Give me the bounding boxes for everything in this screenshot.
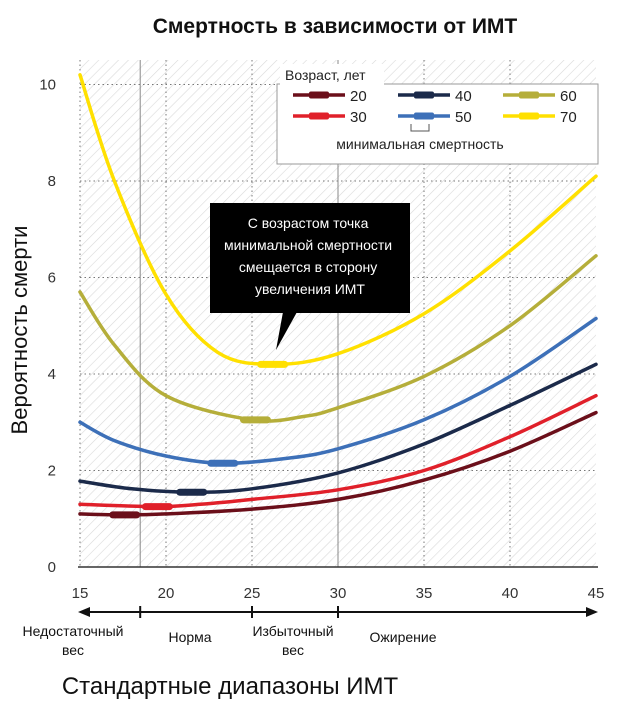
bmi-range-label-word: Ожирение: [370, 629, 437, 645]
legend-marker-age-30: [309, 112, 329, 120]
x-tick-label: 15: [72, 585, 89, 602]
legend-label-age-40: 40: [455, 88, 472, 105]
bmi-range-arrow-left: [78, 607, 90, 617]
legend: Возраст, лет 20 30 40 50 60 70 минимальная см…: [276, 64, 599, 165]
y-tick-label: 8: [48, 173, 56, 190]
annotation-line: смещается в сторону: [239, 259, 377, 275]
bmi-range-label-word: вес: [282, 642, 304, 658]
annotation-box: [210, 203, 410, 313]
x-tick-label: 25: [244, 585, 261, 602]
chart-title: Смертность в зависимости от ИМТ: [153, 15, 518, 38]
bmi-range-label-word: Норма: [168, 629, 211, 645]
legend-note-bracket: [410, 124, 430, 132]
series-line-age-40: [78, 362, 598, 494]
series-line-age-60: [78, 254, 598, 423]
legend-label-age-50: 50: [455, 109, 472, 126]
annotation-text: С возрастом точка минимальной смертности…: [224, 215, 396, 297]
bmi-range-label: Недостаточный вес: [23, 623, 124, 658]
annotation: С возрастом точка минимальной смертности…: [210, 203, 410, 350]
legend-label-age-60: 60: [560, 88, 577, 105]
series-lines: [78, 73, 598, 519]
legend-label-age-30: 30: [350, 109, 367, 126]
legend-title-bg: [280, 64, 384, 86]
annotation-line: увеличения ИМТ: [255, 281, 365, 297]
legend-items: 20 30 40 50 60 70: [293, 88, 577, 126]
bmi-range-label: Норма: [168, 629, 211, 645]
bmi-range-label-word: вес: [62, 642, 84, 658]
legend-label-age-70: 70: [560, 109, 577, 126]
legend-marker-age-20: [309, 91, 329, 99]
x-tick-label: 20: [158, 585, 175, 602]
y-tick-label: 2: [48, 462, 56, 479]
legend-box: [276, 83, 599, 165]
legend-marker-age-40: [414, 91, 434, 99]
y-axis-label: Вероятность смерти: [7, 226, 32, 435]
bmi-range-label-word: Недостаточный: [23, 623, 124, 639]
y-tick-labels: 0 2 4 6 8 10: [39, 76, 56, 576]
legend-marker-age-50: [414, 112, 434, 120]
bmi-range-label-word: Избыточный: [252, 623, 333, 639]
y-tick-label: 10: [39, 76, 56, 93]
x-tick-label: 30: [330, 585, 347, 602]
y-tick-label: 0: [48, 559, 56, 576]
x-tick-label: 40: [502, 585, 519, 602]
legend-marker-age-70: [519, 112, 539, 120]
bmi-range-arrow-right: [586, 607, 598, 617]
legend-note: минимальная смертность: [336, 136, 503, 152]
x-tick-label: 35: [416, 585, 433, 602]
y-tick-label: 6: [48, 269, 56, 286]
bmi-range-label: Избыточный вес: [252, 623, 333, 658]
x-tick-labels: 15 20 25 30 35 40 45: [72, 585, 605, 602]
legend-label-age-20: 20: [350, 88, 367, 105]
series-line-age-50: [78, 316, 598, 466]
bmi-ranges: Недостаточный вес Норма Избыточный вес Ожирен…: [23, 606, 598, 658]
legend-title: Возраст, лет: [285, 67, 366, 83]
annotation-line: минимальной смертности: [224, 237, 392, 253]
annotation-line: С возрастом точка: [248, 215, 369, 231]
y-tick-label: 4: [48, 366, 56, 383]
annotation-pointer: [276, 312, 297, 350]
legend-marker-age-60: [519, 91, 539, 99]
x-tick-label: 45: [588, 585, 605, 602]
x-axis-label: Стандартные диапазоны ИМТ: [62, 673, 399, 700]
bmi-range-label: Ожирение: [370, 629, 437, 645]
